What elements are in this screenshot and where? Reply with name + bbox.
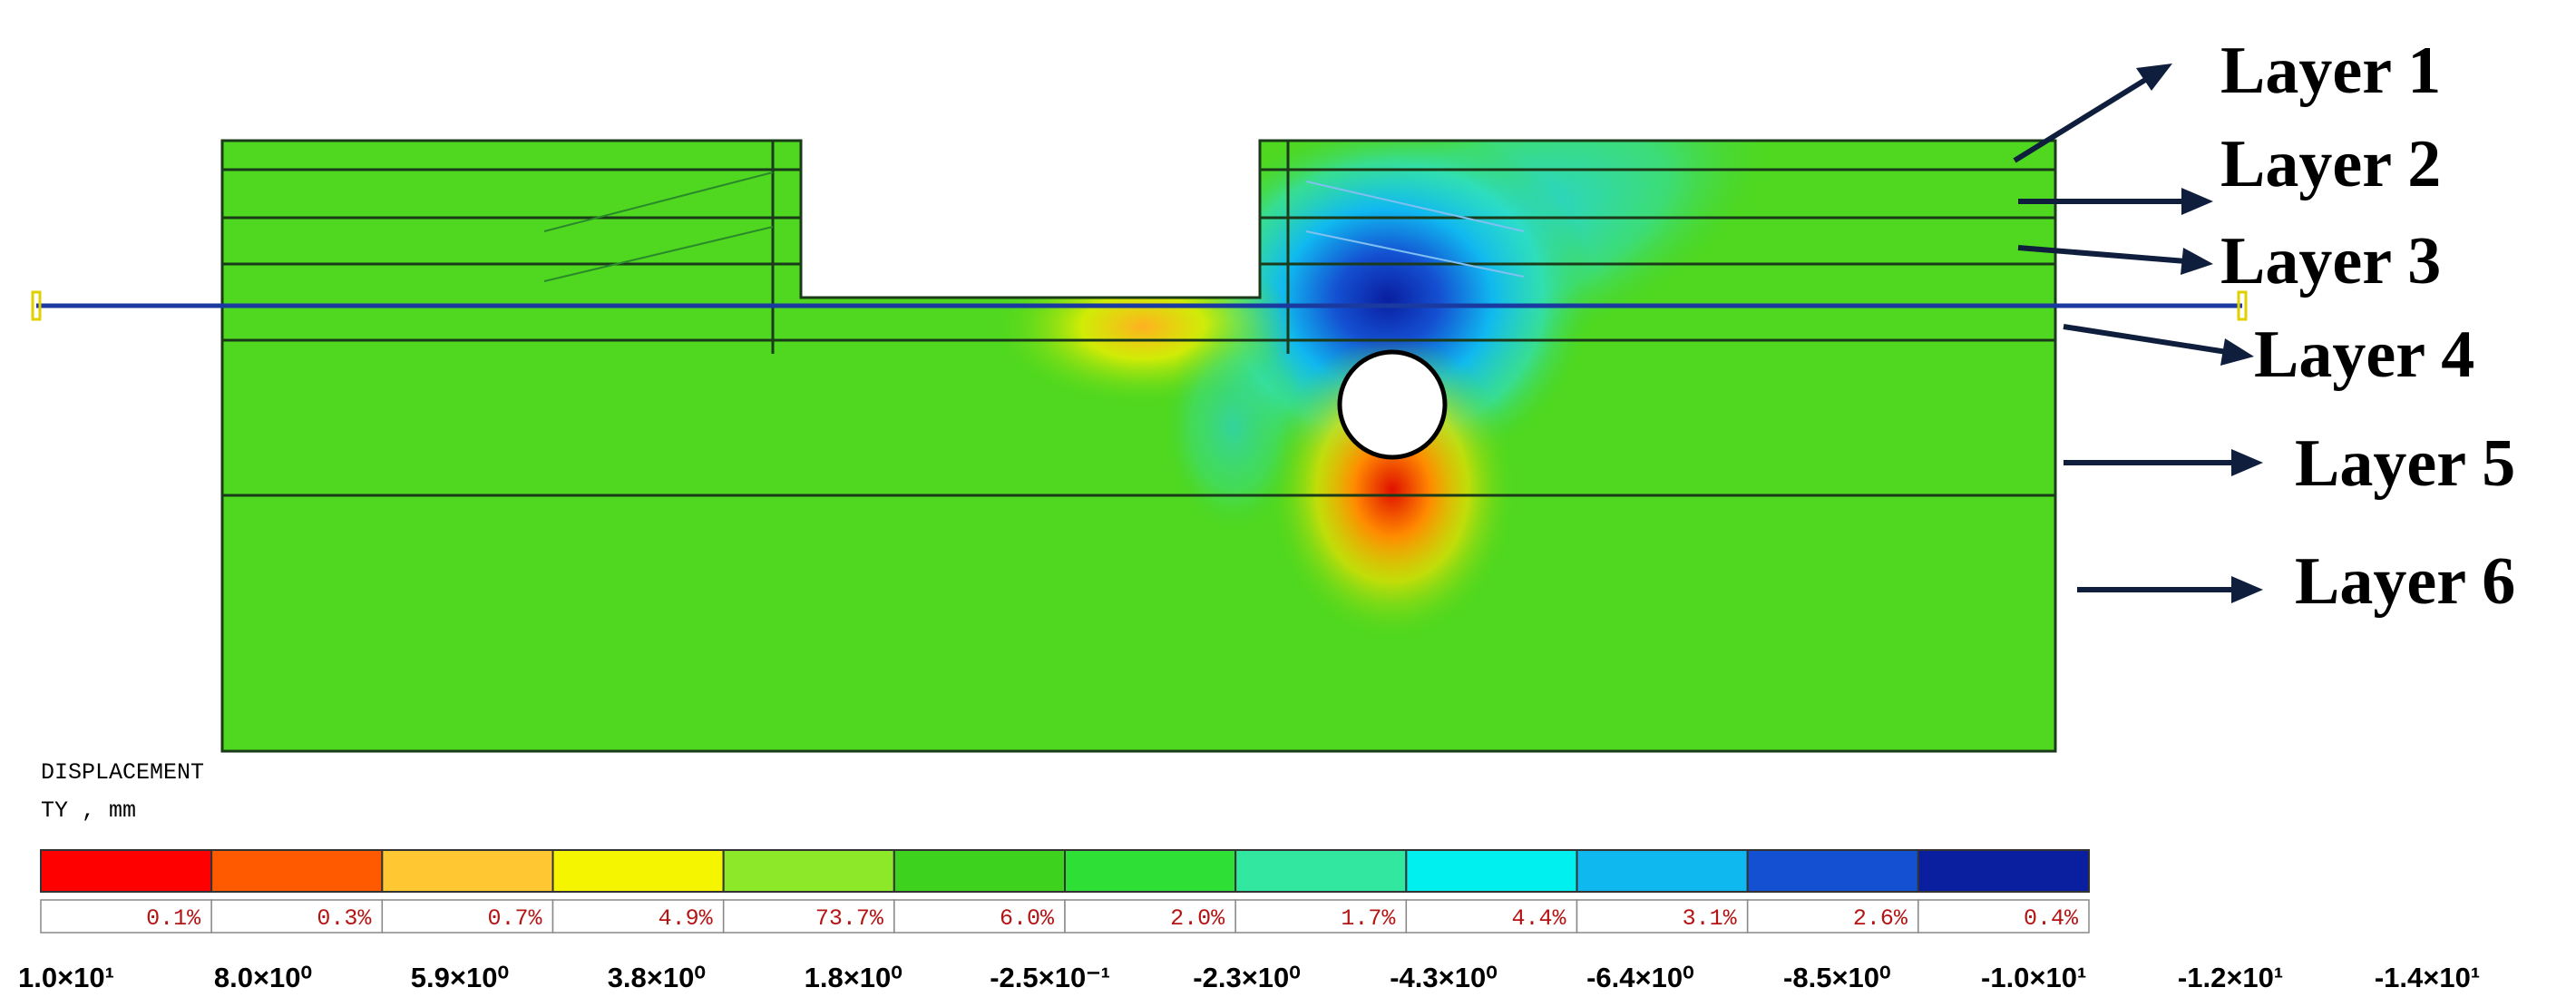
legend-percent: 73.7% bbox=[815, 905, 884, 932]
legend-percent-box bbox=[722, 899, 895, 934]
legend-percent: 2.0% bbox=[1170, 905, 1225, 932]
legend-value: 1.0×10¹ bbox=[18, 962, 114, 993]
legend-swatch bbox=[722, 849, 895, 893]
legend-percent: 4.4% bbox=[1511, 905, 1566, 932]
legend-percent: 1.7% bbox=[1341, 905, 1396, 932]
layer-label: Layer 5 bbox=[2295, 426, 2515, 501]
legend-percent: 0.4% bbox=[2024, 905, 2079, 932]
legend-swatch bbox=[1746, 849, 1919, 893]
legend-percent-box bbox=[551, 899, 725, 934]
legend-percent: 0.7% bbox=[487, 905, 542, 932]
legend-percent: 0.3% bbox=[317, 905, 372, 932]
legend-percent-box bbox=[381, 899, 554, 934]
legend-percent: 6.0% bbox=[1000, 905, 1055, 932]
legend-value: -1.2×10¹ bbox=[2178, 962, 2283, 993]
legend-swatch bbox=[381, 849, 554, 893]
legend-percent-box bbox=[210, 899, 384, 934]
legend-title: DISPLACEMENT bbox=[41, 759, 204, 786]
legend-swatch bbox=[40, 849, 213, 893]
legend-value: -2.5×10⁻¹ bbox=[990, 962, 1110, 993]
legend-percent-box bbox=[40, 899, 212, 934]
legend-percent-box bbox=[893, 899, 1066, 934]
legend-percent-box bbox=[1917, 899, 2090, 934]
legend-swatch bbox=[893, 849, 1066, 893]
legend-percent: 0.1% bbox=[146, 905, 201, 932]
legend-swatch bbox=[1917, 849, 2090, 893]
layer-label: Layer 4 bbox=[2254, 318, 2474, 392]
legend-percent: 3.1% bbox=[1683, 905, 1738, 932]
legend-swatch bbox=[551, 849, 725, 893]
layer-label: Layer 1 bbox=[2220, 34, 2441, 108]
legend-value: -6.4×10⁰ bbox=[1586, 962, 1693, 993]
legend-value: 5.9×10⁰ bbox=[411, 962, 509, 993]
legend-swatch bbox=[210, 849, 384, 893]
legend-swatch bbox=[1234, 849, 1408, 893]
legend-value: -4.3×10⁰ bbox=[1390, 962, 1497, 993]
layer-label: Layer 2 bbox=[2220, 127, 2441, 201]
legend-swatch bbox=[1576, 849, 1749, 893]
legend-percent-box bbox=[1405, 899, 1578, 934]
layer-arrows bbox=[2013, 64, 2263, 603]
legend-value: 1.8×10⁰ bbox=[805, 962, 903, 993]
legend-percent: 2.6% bbox=[1853, 905, 1908, 932]
contour-field bbox=[222, 141, 2055, 751]
legend-unit: TY , mm bbox=[41, 797, 136, 824]
legend-value: 8.0×10⁰ bbox=[214, 962, 312, 993]
legend-swatch bbox=[1064, 849, 1237, 893]
legend-percent: 4.9% bbox=[659, 905, 714, 932]
legend: 0.1% 0.3% 0.7% 4.9% 73.7% 6.0% 2.0% 1.7% 4.4% 3.1… bbox=[18, 849, 2480, 993]
legend-value: -1.0×10¹ bbox=[1981, 962, 2086, 993]
model-outline bbox=[31, 139, 2248, 753]
layer-label: Layer 3 bbox=[2220, 224, 2441, 298]
legend-value: 3.8×10⁰ bbox=[608, 962, 706, 993]
legend-value: -1.4×10¹ bbox=[2375, 962, 2480, 993]
legend-swatch bbox=[1405, 849, 1578, 893]
legend-value: -2.3×10⁰ bbox=[1193, 962, 1300, 993]
legend-value: -8.5×10⁰ bbox=[1783, 962, 1890, 993]
layer-label: Layer 6 bbox=[2295, 544, 2515, 619]
legend-percent-box bbox=[1576, 899, 1749, 934]
